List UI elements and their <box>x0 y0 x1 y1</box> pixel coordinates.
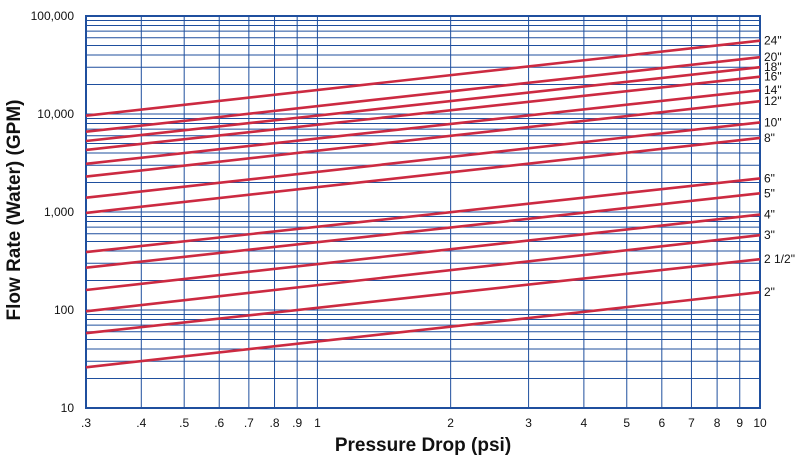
series-label: 2" <box>764 285 775 299</box>
x-tick-label: .5 <box>179 416 189 430</box>
series-line <box>85 136 761 215</box>
y-tick-label: 1,000 <box>44 205 74 219</box>
x-tick-label: 10 <box>753 416 767 430</box>
series-line <box>85 213 761 292</box>
series-lines <box>85 39 761 369</box>
x-axis-title: Pressure Drop (psi) <box>335 435 511 456</box>
series-label: 20" <box>764 50 782 64</box>
series-line <box>85 192 761 269</box>
x-tick-labels: .3 .4 .5 .6 .7 .8 .9 1 2 3 4 5 6 7 8 9 10 <box>81 416 767 430</box>
series-line <box>85 88 761 166</box>
y-tick-labels: 10 100 1,000 10,000 100,000 <box>31 9 75 415</box>
series-line <box>85 65 761 143</box>
x-tick-label: .8 <box>270 416 280 430</box>
series-label: 12" <box>764 94 782 108</box>
series-line <box>85 121 761 199</box>
series-line <box>85 290 761 369</box>
series-line <box>85 99 761 178</box>
x-tick-label: 8 <box>714 416 721 430</box>
series-line <box>85 257 761 335</box>
series-line <box>85 233 761 313</box>
series-label: 6" <box>764 171 775 185</box>
y-tick-label: 10,000 <box>37 107 74 121</box>
series-label: 10" <box>764 115 782 129</box>
y-tick-label: 100 <box>54 303 74 317</box>
x-tick-label: 4 <box>581 416 588 430</box>
series-line <box>85 177 761 254</box>
x-tick-label: .7 <box>244 416 254 430</box>
series-label: 4" <box>764 208 775 222</box>
x-tick-label: .4 <box>136 416 146 430</box>
x-tick-label: .3 <box>81 416 91 430</box>
series-label: 14" <box>764 83 782 97</box>
series-label: 3" <box>764 228 775 242</box>
series-label: 16" <box>764 70 782 84</box>
x-tick-label: 6 <box>658 416 665 430</box>
series-line <box>85 55 761 133</box>
series-label: 5" <box>764 186 775 200</box>
x-tick-label: 3 <box>525 416 532 430</box>
x-tick-label: 5 <box>623 416 630 430</box>
series-label: 18" <box>764 60 782 74</box>
series-label: 8" <box>764 131 775 145</box>
y-axis-title: Flow Rate (Water) (GPM) <box>4 100 25 321</box>
x-tick-label: .9 <box>292 416 302 430</box>
series-label: 24" <box>764 34 782 48</box>
y-tick-label: 10 <box>61 401 75 415</box>
y-tick-label: 100,000 <box>31 9 75 23</box>
grid <box>85 15 761 409</box>
x-tick-label: 2 <box>447 416 454 430</box>
series-line <box>85 75 761 152</box>
x-tick-label: .6 <box>214 416 224 430</box>
series-line <box>85 39 761 117</box>
x-tick-label: 9 <box>736 416 743 430</box>
x-tick-label: 1 <box>314 416 321 430</box>
x-tick-label: 7 <box>688 416 695 430</box>
series-labels: 24" 20"18"16"14"12" 10" 8" 6"5" 4" 3" 2 1/2" 2" <box>764 34 795 300</box>
series-label: 2 1/2" <box>764 252 795 266</box>
